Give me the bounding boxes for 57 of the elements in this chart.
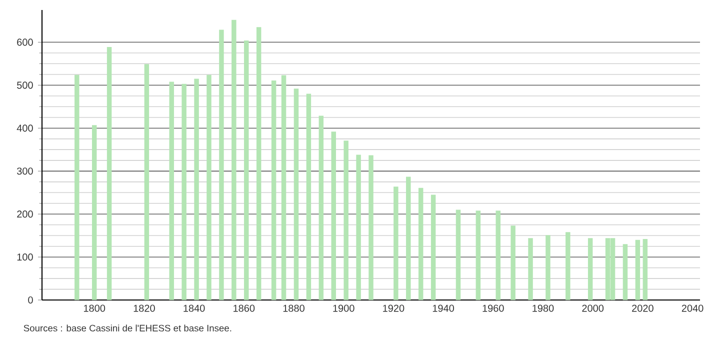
- bar: [256, 27, 262, 300]
- bar: [182, 84, 186, 300]
- bar: [194, 78, 199, 300]
- bar: [356, 154, 361, 300]
- bar: [418, 188, 424, 300]
- x-tick-label: 2000: [582, 304, 604, 312]
- x-tick-label: 1860: [234, 304, 255, 312]
- x-tick-label: 2020: [632, 304, 654, 312]
- bar: [74, 74, 80, 300]
- bar: [294, 88, 299, 300]
- bar: [496, 210, 500, 300]
- y-tick-label: 100: [17, 253, 33, 261]
- bar: [588, 238, 593, 300]
- bar: [430, 194, 436, 300]
- bar: [344, 140, 348, 300]
- bar: [456, 210, 461, 300]
- bar: [528, 238, 533, 300]
- bar: [635, 240, 640, 300]
- bar: [642, 238, 648, 300]
- bar: [219, 30, 224, 300]
- y-tick-label: 400: [16, 124, 33, 132]
- bar: [306, 94, 312, 300]
- bar: [510, 226, 516, 300]
- y-tick-label: 200: [17, 210, 33, 218]
- bar: [92, 125, 97, 300]
- bar: [566, 232, 570, 300]
- x-tick-label: 1840: [184, 304, 205, 312]
- bar: [476, 210, 481, 300]
- bar: [206, 74, 212, 300]
- bar: [394, 186, 398, 300]
- x-tick-label: 1880: [283, 304, 304, 312]
- source-note: Sources : base Cassini de l'EHESS et base Insee.: [24, 324, 232, 332]
- bar: [406, 176, 411, 300]
- y-tick-label: 0: [28, 296, 33, 304]
- x-tick-label: 2040: [682, 304, 704, 312]
- bar: [546, 235, 550, 300]
- bar: [232, 20, 236, 300]
- bar: [169, 82, 174, 300]
- x-tick-label: 1960: [482, 304, 504, 312]
- x-tick-label: 1820: [134, 304, 155, 312]
- bar: [144, 64, 150, 300]
- y-tick-label: 600: [17, 38, 33, 46]
- y-tick-label: 500: [17, 82, 33, 89]
- bar: [368, 155, 374, 300]
- x-tick-label: 1940: [432, 304, 454, 312]
- x-tick-label: 1900: [333, 304, 354, 312]
- x-tick-label: 1920: [383, 304, 404, 312]
- bar: [271, 80, 276, 300]
- bar: [622, 244, 628, 300]
- bar: [318, 116, 324, 300]
- y-tick-label: 300: [16, 168, 33, 175]
- bar: [244, 40, 249, 300]
- bar: [106, 46, 112, 300]
- bar: [331, 132, 336, 300]
- bar: [281, 75, 286, 300]
- x-tick-label: 1980: [532, 304, 554, 312]
- x-tick-label: 1800: [84, 304, 106, 312]
